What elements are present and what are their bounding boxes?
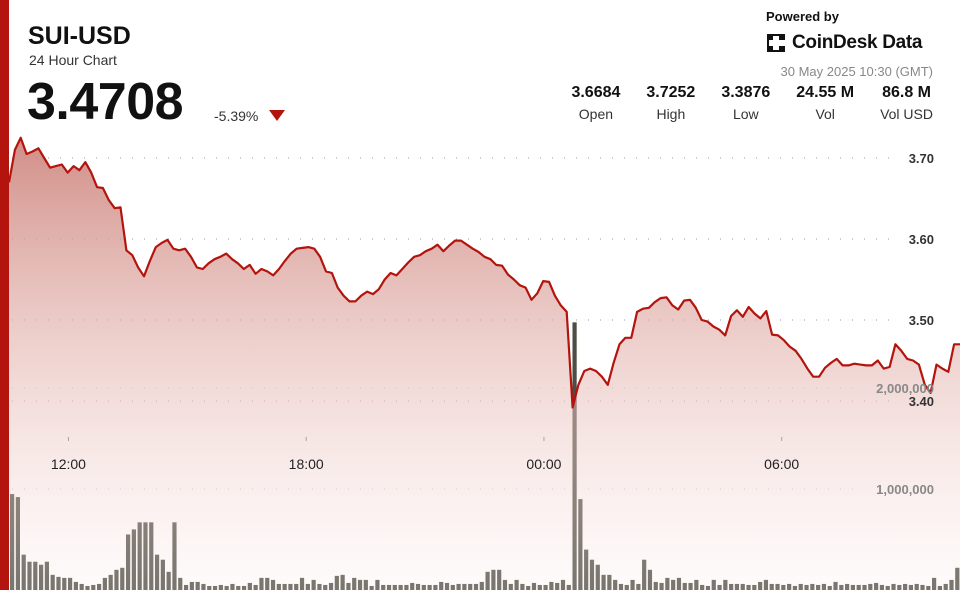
current-price: 3.4708: [27, 73, 184, 131]
timestamp: 30 May 2025 10:30 (GMT): [780, 64, 933, 79]
price-area-fill: [9, 137, 960, 590]
chart-subtitle: 24 Hour Chart: [29, 52, 117, 68]
stat-open: 3.6684 Open: [571, 84, 620, 122]
time-tick-label: 00:00: [526, 456, 561, 472]
stat-label: Open: [578, 106, 614, 122]
stat-label: Low: [732, 106, 759, 122]
down-arrow-icon: [269, 110, 285, 121]
price-tick-label: 3.60: [909, 232, 934, 247]
price-tick-label: 3.40: [909, 394, 934, 409]
accent-bar: [0, 0, 9, 590]
stat-low: 3.3876 Low: [721, 84, 770, 122]
stat-value: 86.8 M: [882, 84, 931, 101]
stat-label: Vol: [815, 106, 835, 122]
price-tick-label: 3.50: [909, 313, 934, 328]
volume-tick-label: 1,000,000: [876, 482, 934, 497]
brand-name: CoinDesk Data: [792, 32, 923, 53]
price-area: [7, 136, 960, 590]
time-tick-label: 12:00: [51, 456, 86, 472]
stat-value: 3.3876: [721, 84, 771, 101]
stat-label: Vol USD: [880, 106, 933, 122]
volume-tick-label: 2,000,000: [876, 381, 934, 396]
coindesk-logo-icon: [767, 34, 785, 52]
brand-logo: CoinDesk Data: [766, 31, 923, 55]
stat-vol-usd: 86.8 M Vol USD: [880, 84, 933, 122]
price-tick-label: 3.70: [909, 151, 934, 166]
axis-labels: 3.70 3.60 3.50 3.402,000,000 1,000,000 12:00 1…: [51, 151, 934, 497]
symbol-title: SUI-USD: [28, 22, 131, 50]
stat-value: 3.7252: [646, 84, 696, 101]
stat-high: 3.7252 High: [646, 84, 695, 122]
stat-value: 24.55 M: [796, 84, 855, 101]
stat-label: High: [656, 106, 686, 122]
stat-vol: 24.55 M Vol: [796, 84, 854, 122]
stats-row: 3.6684 Open 3.7252 High 3.3876 Low 24.55…: [545, 84, 933, 122]
time-tick-label: 06:00: [764, 456, 799, 472]
price-change: -5.39%: [214, 108, 259, 124]
powered-by-label: Powered by: [766, 9, 839, 24]
stat-value: 3.6684: [571, 84, 621, 101]
time-tick-label: 18:00: [289, 456, 324, 472]
